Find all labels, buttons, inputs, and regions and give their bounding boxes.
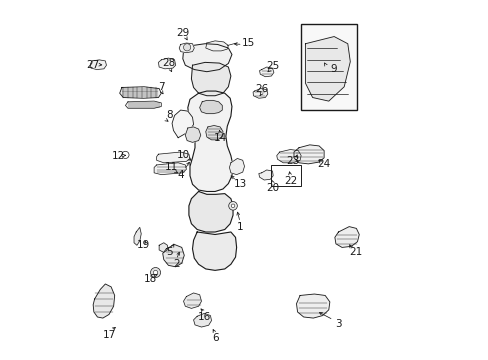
Polygon shape <box>158 58 175 69</box>
Text: 23: 23 <box>285 156 299 166</box>
Polygon shape <box>276 149 301 163</box>
Text: 22: 22 <box>283 176 296 186</box>
Text: 24: 24 <box>316 159 329 169</box>
Text: 9: 9 <box>330 64 337 74</box>
Polygon shape <box>179 43 194 53</box>
Text: 8: 8 <box>165 111 172 121</box>
Text: 27: 27 <box>86 60 100 70</box>
Polygon shape <box>229 158 244 175</box>
Polygon shape <box>125 101 161 108</box>
Text: 19: 19 <box>137 239 150 249</box>
Text: 11: 11 <box>164 162 177 172</box>
Text: 14: 14 <box>213 133 226 143</box>
Polygon shape <box>258 170 273 180</box>
Circle shape <box>153 270 158 275</box>
Polygon shape <box>334 226 359 247</box>
Polygon shape <box>192 232 236 270</box>
Polygon shape <box>188 192 233 232</box>
Polygon shape <box>253 89 267 98</box>
Polygon shape <box>185 127 201 142</box>
Text: 7: 7 <box>158 82 164 92</box>
Text: 10: 10 <box>177 150 190 160</box>
Bar <box>301 24 356 110</box>
Text: 3: 3 <box>334 319 341 329</box>
Polygon shape <box>187 91 233 192</box>
Bar <box>271 165 300 186</box>
Polygon shape <box>172 110 193 138</box>
Text: 13: 13 <box>234 179 247 189</box>
Text: 28: 28 <box>162 58 176 68</box>
Text: 21: 21 <box>348 247 362 257</box>
Circle shape <box>231 204 234 208</box>
Text: 5: 5 <box>166 247 173 257</box>
Polygon shape <box>159 243 167 252</box>
Text: 20: 20 <box>266 183 279 193</box>
Text: 26: 26 <box>255 84 268 94</box>
Polygon shape <box>193 314 211 327</box>
Text: 12: 12 <box>111 150 124 161</box>
Polygon shape <box>154 163 186 175</box>
Polygon shape <box>305 37 349 101</box>
Text: 29: 29 <box>176 28 189 38</box>
Polygon shape <box>296 294 329 318</box>
Polygon shape <box>199 100 222 114</box>
Text: 16: 16 <box>197 312 210 322</box>
Text: 17: 17 <box>102 330 115 340</box>
Polygon shape <box>120 87 161 98</box>
Text: 25: 25 <box>265 61 279 71</box>
Polygon shape <box>293 145 324 164</box>
Polygon shape <box>163 244 184 267</box>
Text: 6: 6 <box>211 333 218 343</box>
Polygon shape <box>259 67 273 77</box>
Text: 18: 18 <box>143 274 157 284</box>
Polygon shape <box>156 152 190 163</box>
Polygon shape <box>191 62 230 96</box>
Polygon shape <box>183 293 201 309</box>
Polygon shape <box>90 60 106 69</box>
Polygon shape <box>183 44 231 72</box>
Circle shape <box>122 151 129 158</box>
Circle shape <box>150 267 160 278</box>
Circle shape <box>183 44 190 51</box>
Polygon shape <box>205 41 228 51</box>
Text: 1: 1 <box>236 222 243 231</box>
Text: 15: 15 <box>241 38 254 48</box>
Text: 4: 4 <box>177 170 183 180</box>
Polygon shape <box>93 284 115 318</box>
Polygon shape <box>205 126 223 140</box>
Polygon shape <box>134 227 141 245</box>
Circle shape <box>228 202 237 210</box>
Text: 2: 2 <box>173 259 179 269</box>
